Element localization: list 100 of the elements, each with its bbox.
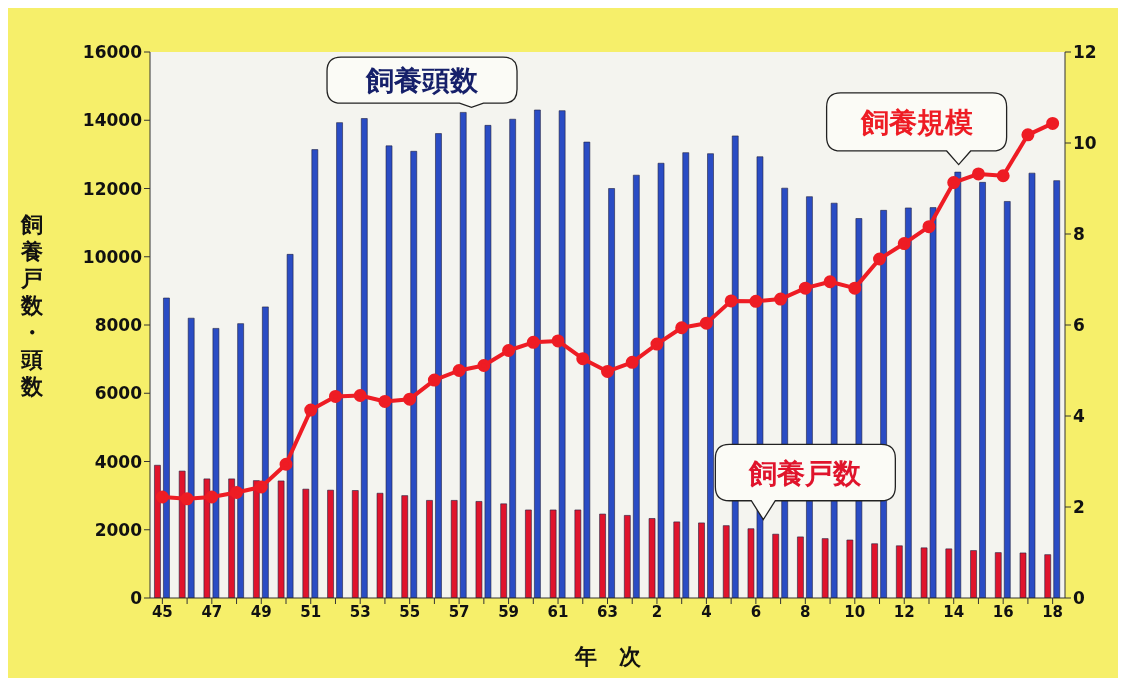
- bar: [262, 306, 269, 598]
- point: [873, 252, 887, 266]
- bar: [401, 495, 409, 598]
- x-tick-label: 2: [651, 602, 663, 621]
- y2-tick-label: 4: [1073, 406, 1085, 427]
- point: [403, 392, 417, 406]
- x-tick-label: 6: [750, 602, 762, 621]
- bar: [871, 543, 878, 598]
- bar: [979, 182, 986, 598]
- y-tick-label: 2000: [94, 519, 143, 540]
- bar: [772, 533, 779, 598]
- y-tick-label: 12000: [82, 178, 143, 199]
- y-tick-label: 6000: [94, 383, 143, 404]
- bar: [1044, 554, 1052, 598]
- point: [1021, 128, 1035, 142]
- y-tick-label: 16000: [82, 42, 143, 63]
- bar: [435, 133, 442, 598]
- point: [230, 485, 244, 499]
- bar: [410, 151, 418, 598]
- bar: [797, 536, 804, 598]
- bar: [707, 153, 714, 598]
- x-tick-label: 18: [1042, 602, 1064, 621]
- point: [526, 335, 540, 349]
- bar: [682, 152, 690, 598]
- point: [353, 389, 367, 403]
- bar: [1053, 180, 1061, 598]
- y-tick-label: 4000: [94, 451, 143, 472]
- bar: [187, 317, 195, 598]
- bar: [994, 552, 1002, 598]
- bar: [327, 489, 334, 598]
- point: [971, 167, 985, 181]
- point: [205, 490, 219, 504]
- bar: [237, 323, 244, 598]
- bar: [253, 480, 260, 598]
- bar: [722, 525, 730, 598]
- point: [675, 321, 689, 335]
- y-axis-title: 飼養戸数・頭数: [20, 212, 44, 399]
- bar: [821, 538, 829, 598]
- point: [1046, 116, 1060, 130]
- point: [304, 403, 318, 417]
- x-tick-label: 53: [349, 602, 371, 621]
- point: [328, 389, 342, 403]
- bar: [624, 515, 631, 598]
- bar: [302, 488, 310, 598]
- bar: [311, 149, 319, 598]
- point: [601, 364, 614, 378]
- bar: [228, 478, 235, 598]
- point: [724, 294, 738, 308]
- point: [551, 334, 565, 348]
- bar: [163, 297, 170, 598]
- bar: [360, 118, 368, 598]
- x-tick-label: 47: [201, 602, 223, 621]
- point: [155, 490, 169, 504]
- point: [427, 373, 441, 387]
- x-tick-label: 8: [800, 602, 811, 621]
- bar: [525, 509, 532, 598]
- bar: [608, 188, 615, 598]
- point: [576, 352, 590, 366]
- y2-tick-label: 0: [1073, 588, 1085, 609]
- bar: [945, 548, 953, 598]
- point: [749, 294, 763, 308]
- point: [996, 169, 1010, 183]
- x-tick-label: 12: [893, 602, 915, 621]
- bar: [633, 174, 640, 598]
- x-tick-label: 55: [399, 602, 421, 621]
- bar: [954, 171, 962, 598]
- x-tick-label: 51: [300, 602, 322, 621]
- bar: [459, 112, 467, 598]
- x-tick-label: 49: [250, 602, 272, 621]
- x-tick-label: 4: [701, 602, 712, 621]
- point: [897, 237, 911, 251]
- y-tick-label: 0: [130, 588, 143, 609]
- x-tick-label: 45: [151, 602, 173, 621]
- point: [279, 457, 293, 471]
- point: [452, 364, 466, 377]
- bar: [698, 522, 705, 598]
- bar: [426, 500, 433, 598]
- bar: [450, 500, 458, 598]
- bar: [509, 118, 516, 598]
- point: [798, 281, 812, 295]
- y2-tick-label: 10: [1073, 133, 1097, 154]
- point: [650, 337, 664, 351]
- point: [774, 292, 788, 306]
- y2-tick-label: 12: [1073, 42, 1097, 63]
- bar: [534, 109, 541, 598]
- bar: [905, 207, 912, 598]
- point: [502, 343, 516, 357]
- point: [378, 394, 392, 408]
- point: [922, 220, 936, 234]
- x-tick-label: 10: [844, 602, 866, 621]
- bar: [351, 490, 359, 598]
- bar: [500, 503, 507, 598]
- series-label: 飼養戸数: [748, 456, 863, 490]
- x-tick-label: 61: [547, 602, 569, 621]
- point: [823, 275, 837, 289]
- bar: [896, 545, 903, 598]
- point: [180, 492, 194, 506]
- y2-tick-label: 8: [1073, 224, 1085, 245]
- bar: [673, 521, 681, 598]
- x-tick-label: 63: [597, 602, 618, 621]
